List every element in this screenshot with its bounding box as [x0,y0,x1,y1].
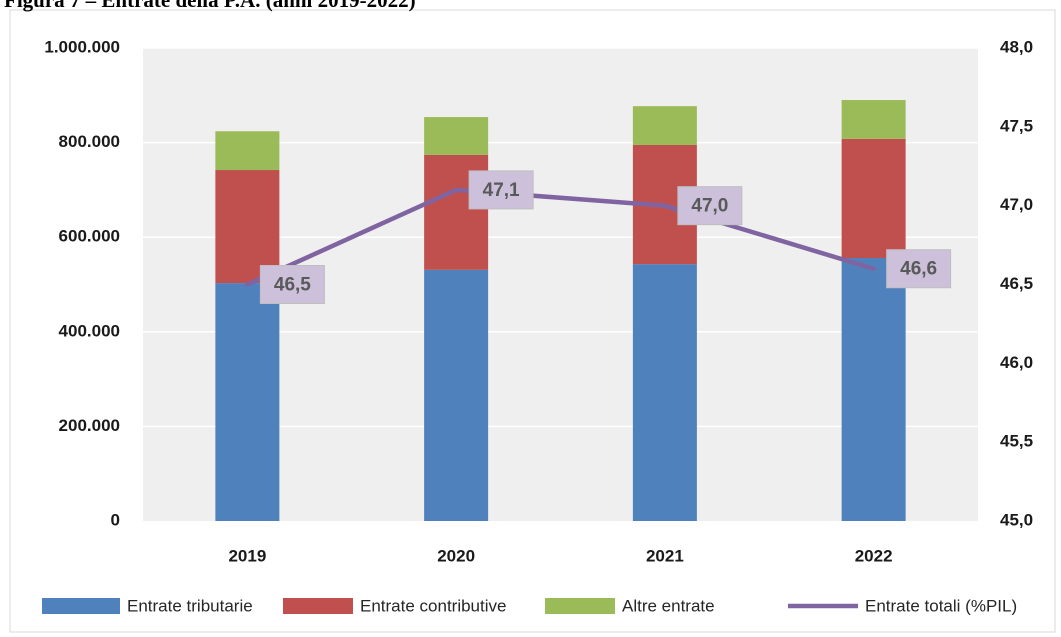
bar-segment [841,100,906,139]
bar-segment [424,269,489,521]
y2-tick-label: 47,5 [1000,116,1033,135]
bar-segment [215,283,280,521]
bar-segment [215,131,280,171]
y2-tick-label: 48,0 [1000,37,1033,56]
y2-tick-label: 47,0 [1000,195,1033,214]
y-tick-label: 600.000 [59,227,120,246]
legend-swatch [42,598,120,614]
data-label: 46,5 [274,275,311,296]
line [245,187,876,287]
data-label-box [677,186,743,226]
legend-label: Entrate totali (%PIL) [865,596,1017,615]
legend-label: Altre entrate [622,596,715,615]
x-tick-label: 2022 [855,546,893,565]
bar-segment [841,138,906,259]
y-tick-label: 1.000.000 [44,37,120,56]
y2-tick-label: 46,0 [1000,353,1033,372]
y2-tick-label: 46,5 [1000,274,1033,293]
y2-tick-label: 45,5 [1000,432,1033,451]
data-label-box [259,265,325,304]
y-tick-label: 800.000 [59,132,120,151]
chart-title: Figura 7 – Entrate della P.A. (anni 2019… [4,0,416,12]
legend-swatch [283,598,353,614]
data-label-box [886,249,952,289]
bar-segment [841,258,906,521]
y-tick-label: 0 [111,510,120,529]
x-tick-label: 2021 [646,546,684,565]
data-label: 46,6 [900,259,937,280]
x-tick-label: 2020 [437,546,475,565]
data-label: 47,0 [691,196,728,217]
bar-segment [632,106,697,145]
legend-label: Entrate tributarie [127,596,253,615]
bar-segment [424,117,489,155]
y2-tick-label: 45,0 [1000,510,1033,529]
bar-segment [632,264,697,521]
data-label: 47,1 [483,180,520,201]
y-tick-label: 400.000 [59,321,120,340]
legend-label: Entrate contributive [360,596,506,615]
legend-swatch [545,598,615,614]
bar-segment [215,170,280,284]
data-label-box [468,170,534,210]
y-tick-label: 200.000 [59,416,120,435]
x-tick-label: 2019 [228,546,266,565]
